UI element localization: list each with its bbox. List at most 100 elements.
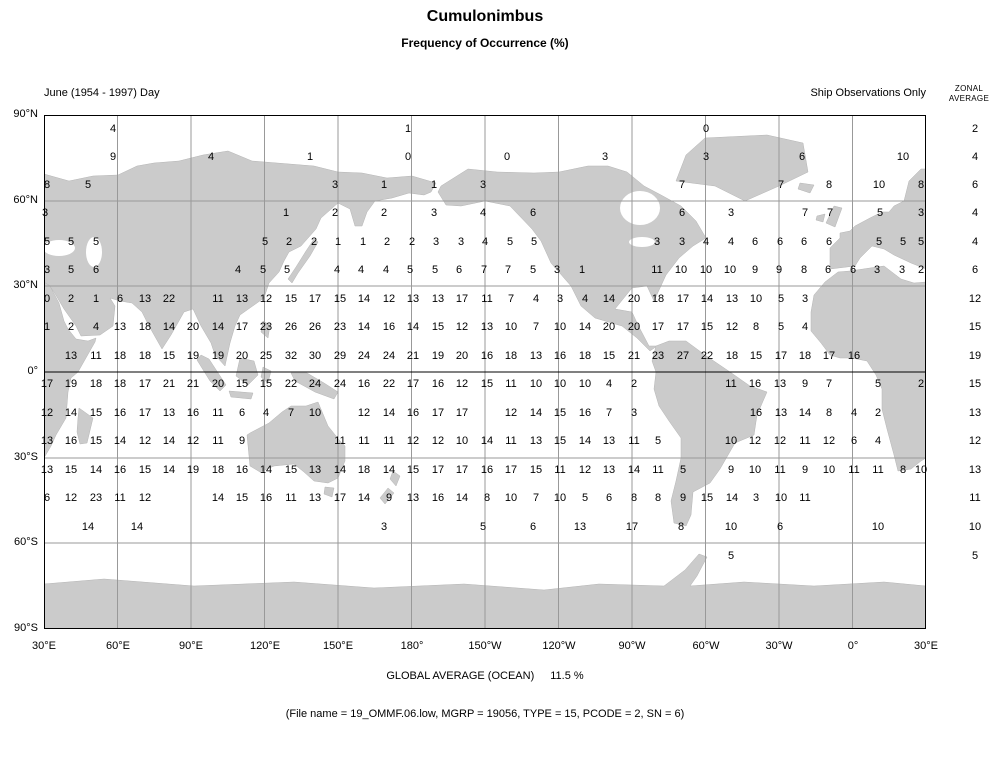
period-label: June (1954 - 1997) Day [44, 87, 160, 99]
grid-value: 7 [480, 264, 488, 276]
grid-value: 5 [654, 435, 662, 447]
grid-value: 8 [825, 407, 833, 419]
grid-value: 14 [211, 321, 225, 333]
grid-value: 2 [380, 207, 388, 219]
grid-value: 13 [113, 321, 127, 333]
grid-value: 15 [235, 492, 249, 504]
grid-value: 5 [777, 321, 785, 333]
grid-value: 14 [578, 321, 592, 333]
zonal-average-value: 11 [969, 492, 981, 504]
grid-value: 11 [554, 464, 566, 476]
grid-value: 7 [532, 321, 540, 333]
grid-value: 12 [455, 321, 469, 333]
grid-value: 18 [578, 350, 592, 362]
grid-value: 7 [605, 407, 613, 419]
grid-value: 17 [235, 321, 249, 333]
grid-value: 14 [89, 464, 103, 476]
grid-value: 3 [752, 492, 760, 504]
lat-axis-label: 30°S [14, 451, 38, 463]
grid-value: 7 [777, 179, 785, 191]
grid-value: 14 [529, 407, 543, 419]
grid-value: 5 [259, 264, 267, 276]
grid-value: 21 [406, 350, 420, 362]
grid-value: 22 [162, 293, 176, 305]
grid-value: 7 [678, 179, 686, 191]
grid-value: 12 [259, 293, 273, 305]
grid-value: 12 [138, 435, 152, 447]
grid-value: 14 [602, 293, 616, 305]
grid-value: 5 [406, 264, 414, 276]
grid-value: 0 [702, 123, 710, 135]
landmass-africa-west [810, 265, 926, 472]
grid-value: 4 [702, 236, 710, 248]
grid-value: 3 [873, 264, 881, 276]
file-info-label: (File name = 19_OMMF.06.low, MGRP = 1905… [285, 708, 685, 720]
grid-value: 17 [822, 350, 836, 362]
grid-value: 6 [678, 207, 686, 219]
zonal-average-value: 13 [968, 407, 982, 419]
grid-value: 14 [798, 407, 812, 419]
great-lakes [629, 237, 655, 247]
grid-value: 6 [824, 264, 832, 276]
grid-value: 16 [186, 407, 200, 419]
grid-value: 15 [138, 464, 152, 476]
grid-value: 6 [776, 521, 784, 533]
grid-value: 9 [801, 378, 809, 390]
grid-value: 3 [898, 264, 906, 276]
grid-value: 24 [308, 378, 322, 390]
grid-value: 11 [872, 464, 884, 476]
grid-value: 14 [259, 464, 273, 476]
grid-value: 13 [138, 293, 152, 305]
grid-value: 15 [700, 492, 714, 504]
grid-value: 18 [138, 321, 152, 333]
grid-value: 11 [285, 492, 297, 504]
landmass-eurasia [44, 150, 437, 367]
grid-value: 13 [162, 407, 176, 419]
grid-value: 23 [333, 321, 347, 333]
inland-seas [44, 191, 660, 267]
landmass-new-zealand-north [389, 470, 401, 487]
grid-value: 16 [480, 464, 494, 476]
grid-value: 10 [553, 378, 567, 390]
zonal-average-value: 12 [968, 435, 982, 447]
grid-value: 4 [801, 321, 809, 333]
grid-value: 20 [186, 321, 200, 333]
grid-value: 11 [212, 407, 224, 419]
grid-value: 11 [90, 350, 102, 362]
grid-value: 17 [431, 464, 445, 476]
grid-value: 16 [578, 407, 592, 419]
grid-value: 3 [917, 207, 925, 219]
grid-value: 13 [308, 492, 322, 504]
grid-value: 5 [92, 236, 100, 248]
grid-value: 3 [801, 293, 809, 305]
grid-value: 16 [431, 378, 445, 390]
grid-value: 23 [89, 492, 103, 504]
grid-value: 12 [725, 321, 739, 333]
grid-value: 14 [211, 492, 225, 504]
grid-value: 4 [850, 407, 858, 419]
landmass-java [228, 390, 254, 400]
grid-value: 18 [113, 378, 127, 390]
grid-value: 17 [455, 407, 469, 419]
grid-value: 26 [284, 321, 298, 333]
grid-value: 26 [308, 321, 322, 333]
grid-value: 16 [113, 407, 127, 419]
lon-axis-label: 120°W [542, 640, 576, 652]
grid-value: 17 [504, 464, 518, 476]
grid-value: 12 [382, 293, 396, 305]
grid-value: 13 [725, 293, 739, 305]
landmass-ireland [815, 213, 826, 223]
grid-value: 5 [529, 264, 537, 276]
grid-value: 5 [506, 236, 514, 248]
grid-value: 23 [259, 321, 273, 333]
grid-value: 15 [259, 378, 273, 390]
grid-value: 12 [40, 407, 54, 419]
world-map-svg [44, 115, 926, 629]
grid-value: 15 [284, 464, 298, 476]
zonal-average-value: 12 [968, 293, 982, 305]
grid-value: 18 [725, 350, 739, 362]
grid-value: 13 [40, 435, 54, 447]
grid-value: 11 [652, 464, 664, 476]
grid-value: 12 [748, 435, 762, 447]
grid-value: 2 [630, 378, 638, 390]
